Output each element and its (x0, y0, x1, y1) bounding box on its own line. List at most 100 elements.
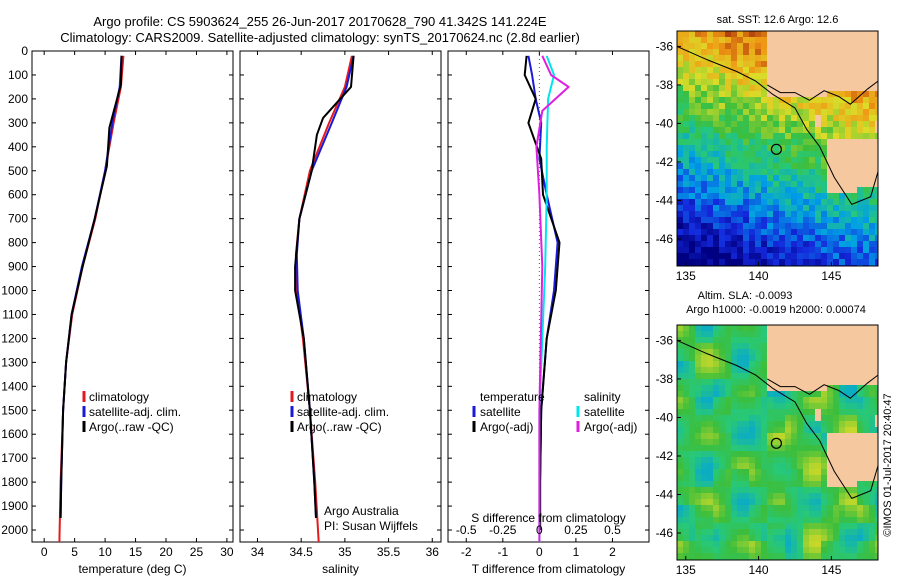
map-cell (839, 31, 845, 37)
map-cell (773, 361, 779, 367)
map-cell (857, 151, 863, 157)
s-tick-label: 0.25 (564, 523, 588, 537)
map-cell (851, 379, 857, 385)
y-tick-label: 1000 (1, 284, 28, 298)
map-cell (797, 97, 803, 103)
map-cell (857, 175, 863, 181)
map-cell (767, 91, 773, 97)
map-cell (755, 415, 761, 421)
map-cell (695, 187, 701, 193)
map-cell (863, 139, 869, 145)
map-cell (821, 547, 827, 553)
map-cell (803, 457, 809, 463)
map-cell (833, 457, 839, 463)
map-cell (689, 511, 695, 517)
map-cell (869, 403, 875, 409)
map-cell (743, 349, 749, 355)
map-cell (779, 67, 785, 73)
map-cell (707, 121, 713, 127)
map-cell (719, 187, 725, 193)
map-cell (815, 529, 821, 535)
map-cell (785, 499, 791, 505)
map-cell (809, 259, 815, 265)
map-cell (677, 451, 683, 457)
map-cell (875, 241, 878, 247)
map-cell (869, 493, 875, 499)
map-cell (851, 337, 857, 343)
map-cell (695, 253, 701, 259)
map-cell (827, 367, 833, 373)
map-cell (821, 145, 827, 151)
map-cell (851, 205, 857, 211)
map-cell (767, 451, 773, 457)
map-cell (821, 181, 827, 187)
map-cell (677, 157, 683, 163)
map-cell (689, 439, 695, 445)
map-cell (833, 199, 839, 205)
map-cell (779, 217, 785, 223)
map-cell (803, 115, 809, 121)
lon-tick-label: 140 (749, 269, 769, 283)
map-cell (743, 523, 749, 529)
map-cell (749, 73, 755, 79)
map-cell (773, 85, 779, 91)
map-cell (743, 385, 749, 391)
map-cell (863, 523, 869, 529)
map-cell (719, 205, 725, 211)
map-cell (767, 79, 773, 85)
map-cell (707, 181, 713, 187)
map-cell (803, 373, 809, 379)
map-cell (821, 409, 827, 415)
map-cell (839, 325, 845, 331)
map-cell (737, 535, 743, 541)
map-cell (833, 445, 839, 451)
map-cell (803, 253, 809, 259)
map-cell (743, 43, 749, 49)
map-cell (845, 241, 851, 247)
map-cell (803, 217, 809, 223)
map-cell (863, 235, 869, 241)
map-cell (713, 169, 719, 175)
map-cell (821, 73, 827, 79)
map-cell (779, 415, 785, 421)
map-cell (791, 217, 797, 223)
map-cell (701, 85, 707, 91)
map-cell (797, 367, 803, 373)
map-cell (869, 427, 875, 433)
map-cell (731, 97, 737, 103)
map-cell (755, 493, 761, 499)
map-cell (755, 217, 761, 223)
map-cell (803, 151, 809, 157)
map-cell (797, 61, 803, 67)
map-cell (809, 205, 815, 211)
map-cell (719, 235, 725, 241)
map-cell (731, 349, 737, 355)
map-cell (875, 91, 878, 97)
map-cell (797, 157, 803, 163)
map-cell (875, 487, 878, 493)
map-cell (701, 505, 707, 511)
map-cell (791, 451, 797, 457)
map-cell (683, 49, 689, 55)
map-cell (815, 487, 821, 493)
map-cell (869, 421, 875, 427)
map-cell (755, 73, 761, 79)
map-cell (677, 127, 683, 133)
map-cell (857, 133, 863, 139)
map-cell (833, 547, 839, 553)
map-cell (791, 223, 797, 229)
y-tick-label: 1100 (2, 307, 28, 321)
map-cell (731, 181, 737, 187)
map-cell (677, 409, 683, 415)
map-cell (821, 97, 827, 103)
map-cell (845, 205, 851, 211)
series-line-black (294, 55, 355, 519)
map-cell (815, 199, 821, 205)
map-cell (827, 385, 833, 391)
map-cell (713, 163, 719, 169)
map-cell (845, 31, 851, 37)
map-cell (863, 133, 869, 139)
map-cell (845, 541, 851, 547)
map-cell (857, 493, 863, 499)
map-cell (785, 31, 791, 37)
